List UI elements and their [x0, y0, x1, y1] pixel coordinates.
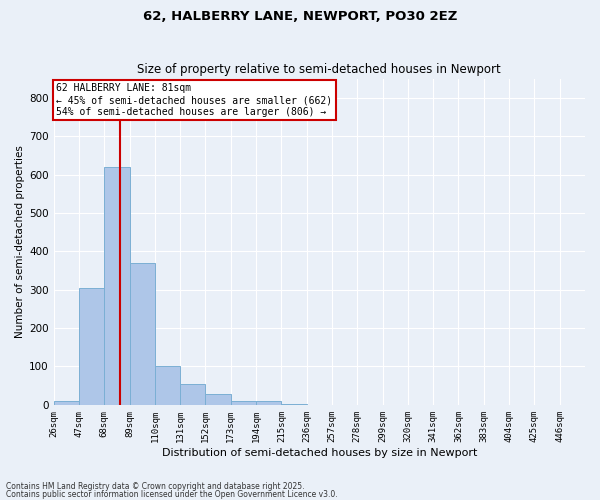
Bar [155, 366, 180, 405]
Text: Contains HM Land Registry data © Crown copyright and database right 2025.: Contains HM Land Registry data © Crown c… [6, 482, 305, 491]
Text: 62, HALBERRY LANE, NEWPORT, PO30 2EZ: 62, HALBERRY LANE, NEWPORT, PO30 2EZ [143, 10, 457, 23]
Bar [130, 263, 155, 405]
Bar [205, 394, 231, 405]
X-axis label: Distribution of semi-detached houses by size in Newport: Distribution of semi-detached houses by … [161, 448, 477, 458]
Text: Contains public sector information licensed under the Open Government Licence v3: Contains public sector information licen… [6, 490, 338, 499]
Bar [281, 404, 307, 405]
Bar [231, 401, 256, 405]
Bar [53, 401, 79, 405]
Title: Size of property relative to semi-detached houses in Newport: Size of property relative to semi-detach… [137, 63, 501, 76]
Text: 62 HALBERRY LANE: 81sqm
← 45% of semi-detached houses are smaller (662)
54% of s: 62 HALBERRY LANE: 81sqm ← 45% of semi-de… [56, 84, 332, 116]
Bar [104, 167, 130, 405]
Bar [180, 384, 205, 405]
Bar [256, 401, 281, 405]
Bar [79, 288, 104, 405]
Y-axis label: Number of semi-detached properties: Number of semi-detached properties [15, 146, 25, 338]
